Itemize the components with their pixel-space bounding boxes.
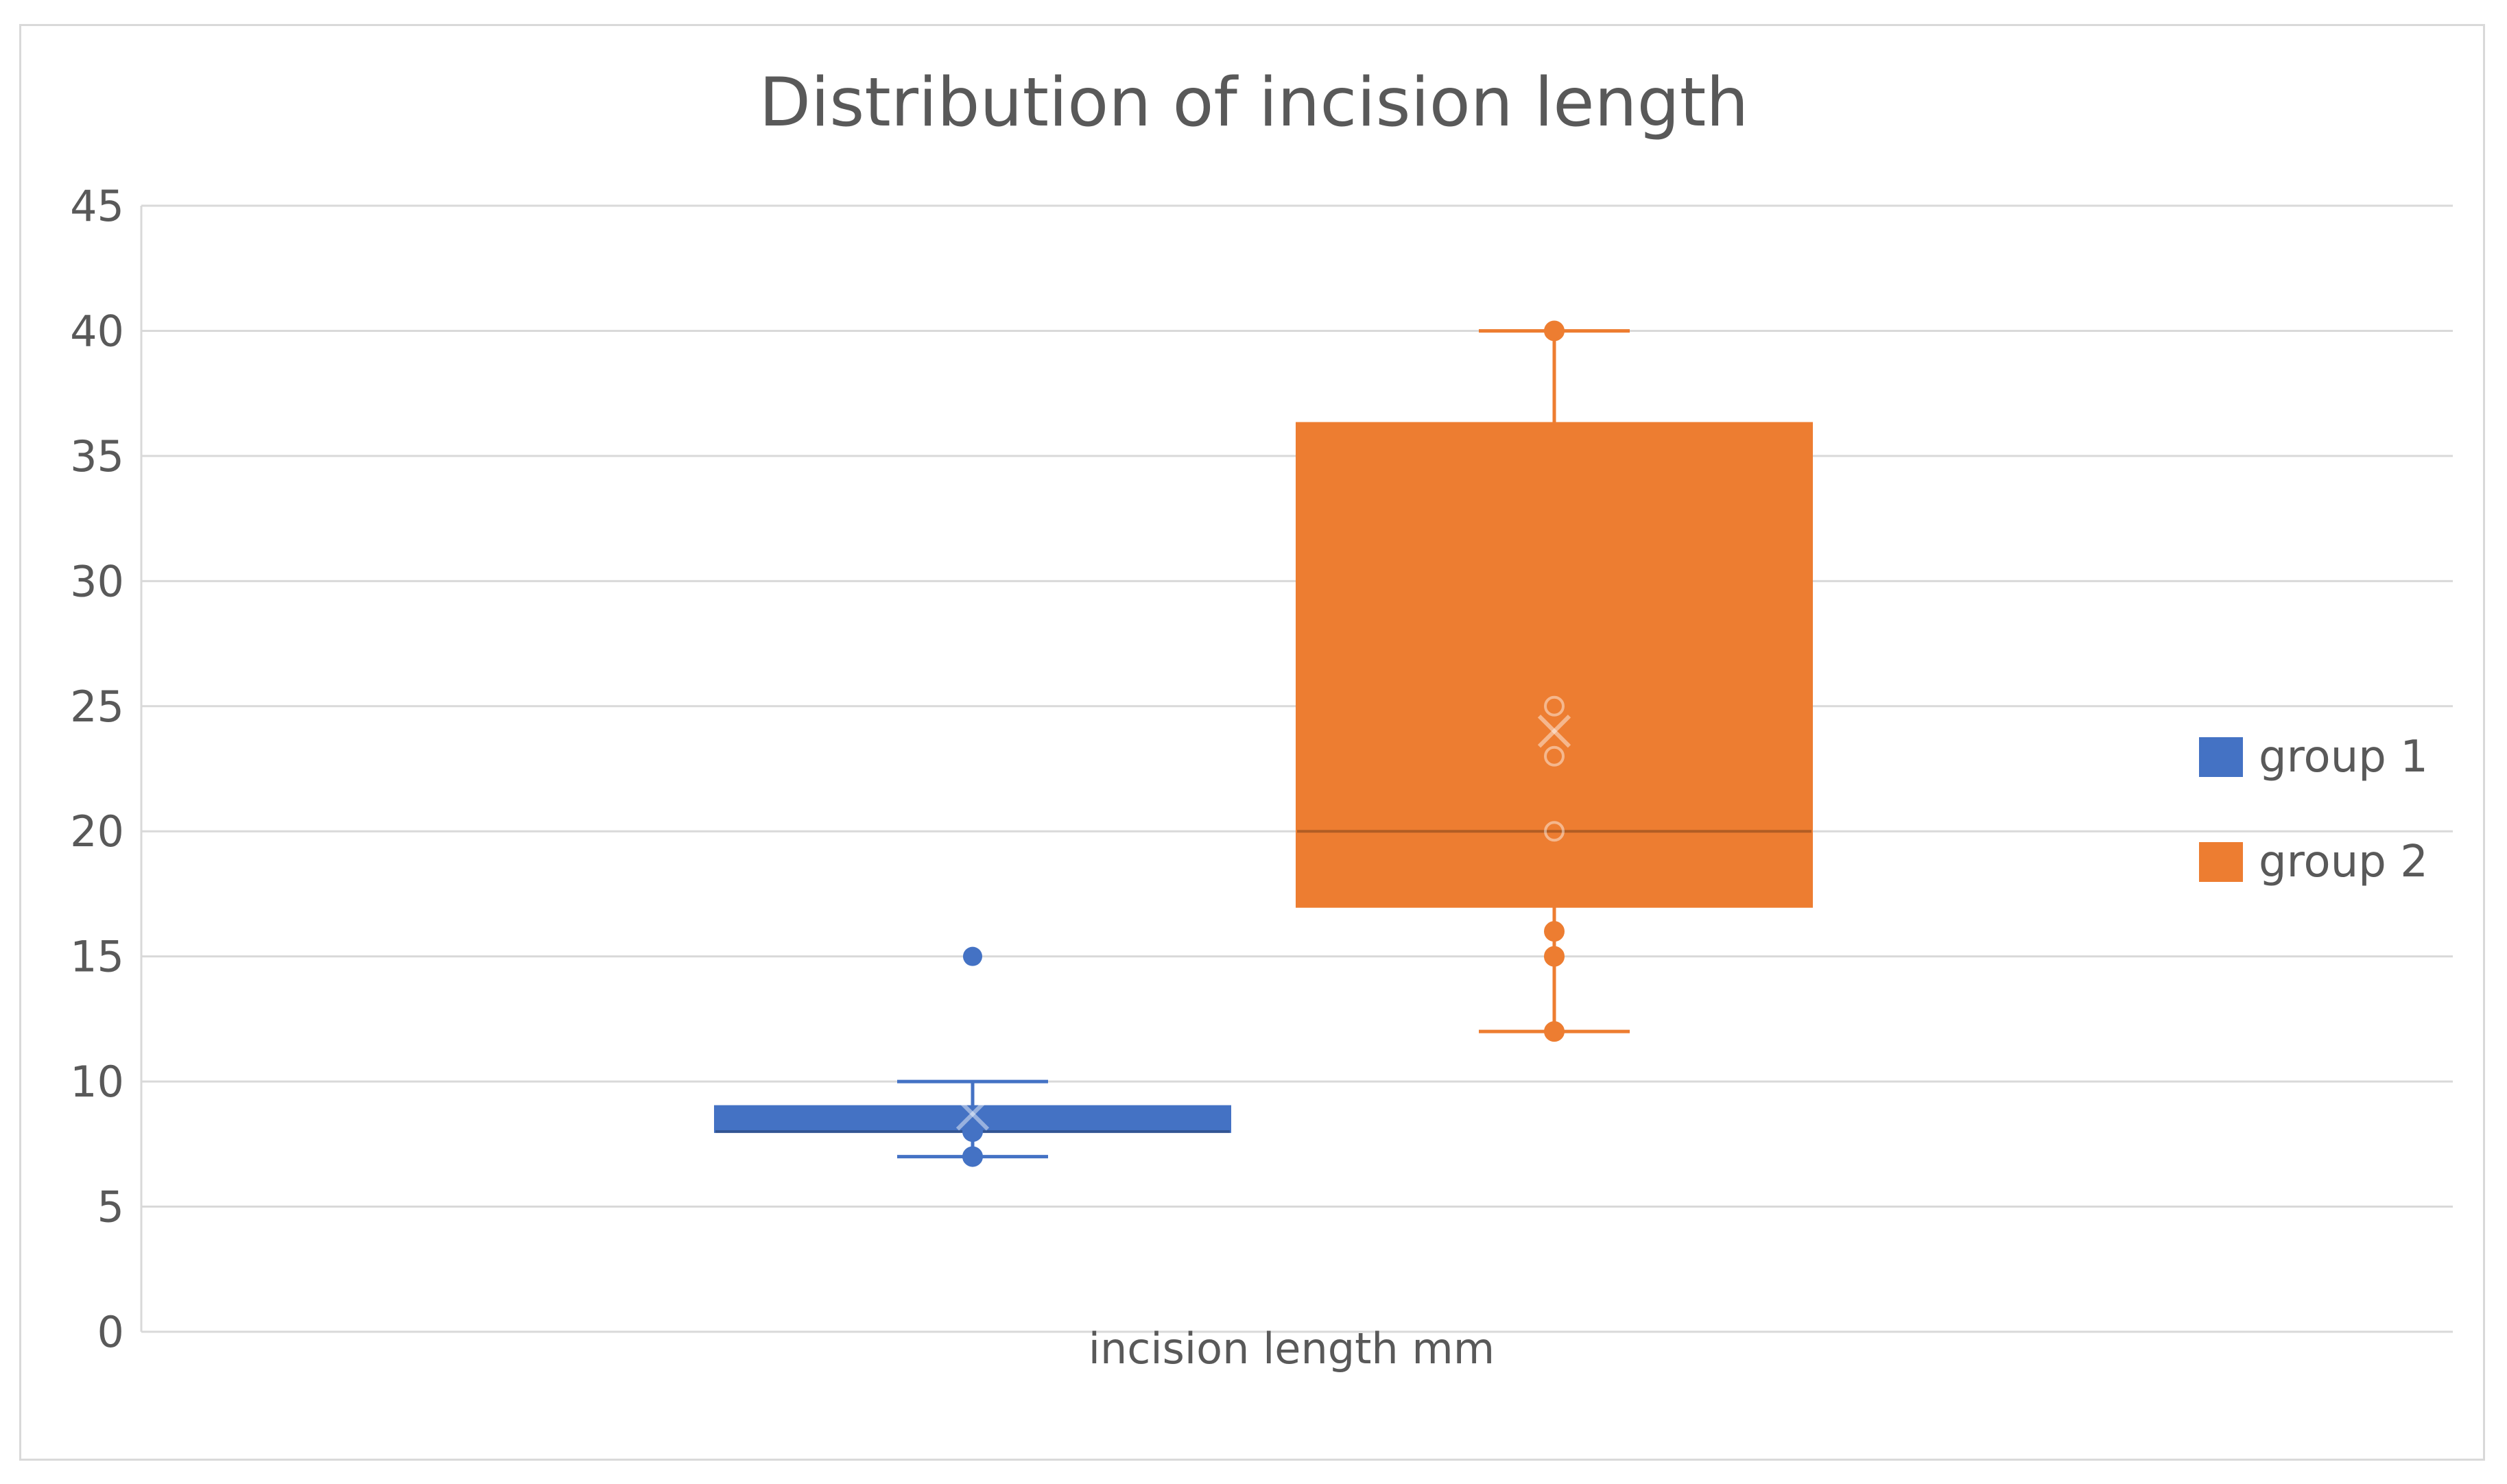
data-point bbox=[962, 1146, 983, 1167]
y-tick-label: 10 bbox=[70, 1057, 124, 1107]
mean-marker bbox=[955, 1097, 990, 1131]
chart-frame: Distribution of incision length 0 5 10 15 20… bbox=[19, 24, 2485, 1461]
data-point bbox=[1544, 695, 1565, 717]
iqr-box bbox=[1296, 422, 1813, 908]
outlier-point bbox=[963, 946, 982, 966]
y-tick-label: 35 bbox=[70, 431, 124, 481]
data-point bbox=[1544, 320, 1565, 342]
mean-marker bbox=[1537, 715, 1571, 748]
data-point bbox=[1544, 946, 1565, 967]
data-point bbox=[1544, 1021, 1565, 1042]
box-series bbox=[714, 320, 1813, 1167]
legend-swatch-1 bbox=[2199, 737, 2243, 777]
data-point bbox=[1544, 921, 1565, 942]
data-point bbox=[962, 1121, 983, 1142]
y-tick-label: 25 bbox=[70, 682, 124, 732]
y-tick-label: 5 bbox=[97, 1182, 124, 1232]
box-plot-chart: Distribution of incision length 0 5 10 15 20… bbox=[70, 64, 2453, 1374]
legend-swatch-2 bbox=[2199, 842, 2243, 882]
y-tick-label: 40 bbox=[70, 306, 124, 356]
legend-label-1: group 1 bbox=[2259, 732, 2428, 782]
data-point bbox=[1544, 821, 1565, 842]
y-tick-label: 30 bbox=[70, 556, 124, 606]
mean-marker bbox=[1537, 715, 1571, 748]
legend: group 1 group 2 bbox=[2199, 732, 2428, 887]
chart-title: Distribution of incision length bbox=[759, 64, 1749, 142]
data-point bbox=[1544, 745, 1565, 767]
y-axis-ticks: 0 5 10 15 20 25 30 35 40 45 bbox=[70, 181, 124, 1357]
mean-marker bbox=[955, 1097, 990, 1131]
x-axis-label: incision length mm bbox=[1089, 1324, 1495, 1374]
y-tick-label: 0 bbox=[97, 1307, 124, 1357]
y-tick-label: 20 bbox=[70, 806, 124, 857]
y-tick-label: 45 bbox=[70, 181, 124, 231]
box-series-2 bbox=[1296, 320, 1813, 1042]
y-tick-label: 15 bbox=[70, 932, 124, 982]
box-series-1 bbox=[714, 946, 1231, 1167]
legend-label-2: group 2 bbox=[2259, 837, 2428, 887]
